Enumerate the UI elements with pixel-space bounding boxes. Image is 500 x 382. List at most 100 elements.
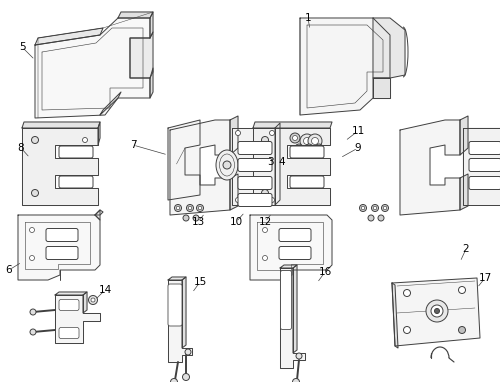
Text: 4: 4 xyxy=(278,157,285,167)
Circle shape xyxy=(196,204,203,212)
Polygon shape xyxy=(275,123,280,205)
Circle shape xyxy=(378,215,384,221)
Circle shape xyxy=(304,138,310,144)
Text: 17: 17 xyxy=(478,273,492,283)
Circle shape xyxy=(174,204,182,212)
Polygon shape xyxy=(392,283,398,348)
Polygon shape xyxy=(230,174,238,210)
FancyBboxPatch shape xyxy=(469,176,500,189)
Circle shape xyxy=(183,215,189,221)
Text: 11: 11 xyxy=(352,126,364,136)
Polygon shape xyxy=(18,215,100,280)
Circle shape xyxy=(270,197,274,202)
Text: 1: 1 xyxy=(304,13,312,23)
Polygon shape xyxy=(250,215,332,280)
Polygon shape xyxy=(460,116,468,155)
Polygon shape xyxy=(35,18,150,118)
Polygon shape xyxy=(253,128,330,205)
Circle shape xyxy=(186,204,194,212)
Polygon shape xyxy=(170,120,230,215)
FancyBboxPatch shape xyxy=(469,159,500,172)
FancyBboxPatch shape xyxy=(59,327,79,338)
Polygon shape xyxy=(300,18,390,115)
FancyBboxPatch shape xyxy=(238,141,272,154)
Circle shape xyxy=(193,215,199,221)
FancyBboxPatch shape xyxy=(59,146,93,158)
Polygon shape xyxy=(83,292,87,313)
Circle shape xyxy=(295,144,303,152)
Text: 3: 3 xyxy=(266,157,274,167)
Polygon shape xyxy=(400,120,460,215)
Circle shape xyxy=(458,327,466,333)
Polygon shape xyxy=(35,28,103,45)
Circle shape xyxy=(91,298,95,302)
Circle shape xyxy=(198,206,202,210)
FancyBboxPatch shape xyxy=(59,299,79,311)
Circle shape xyxy=(30,329,36,335)
FancyBboxPatch shape xyxy=(168,284,182,326)
Polygon shape xyxy=(460,174,468,210)
Polygon shape xyxy=(22,122,100,128)
Polygon shape xyxy=(150,12,153,38)
FancyBboxPatch shape xyxy=(279,246,311,259)
Polygon shape xyxy=(150,68,153,98)
Circle shape xyxy=(431,305,443,317)
Polygon shape xyxy=(293,265,297,353)
Text: 2: 2 xyxy=(462,244,469,254)
Polygon shape xyxy=(168,277,186,280)
Polygon shape xyxy=(232,128,275,205)
FancyBboxPatch shape xyxy=(290,146,324,158)
Circle shape xyxy=(32,136,38,144)
Circle shape xyxy=(236,197,240,202)
Text: 12: 12 xyxy=(258,217,272,227)
Text: 16: 16 xyxy=(318,267,332,277)
Circle shape xyxy=(30,228,35,233)
Circle shape xyxy=(382,204,388,212)
FancyBboxPatch shape xyxy=(469,141,500,154)
Polygon shape xyxy=(463,128,500,205)
FancyBboxPatch shape xyxy=(238,159,272,172)
Circle shape xyxy=(223,161,231,169)
Circle shape xyxy=(30,309,36,315)
Circle shape xyxy=(368,215,374,221)
Polygon shape xyxy=(230,116,238,155)
Circle shape xyxy=(305,144,313,152)
Circle shape xyxy=(292,379,300,382)
FancyBboxPatch shape xyxy=(280,270,291,330)
Circle shape xyxy=(262,256,268,261)
Text: 7: 7 xyxy=(130,140,136,150)
Circle shape xyxy=(426,300,448,322)
Text: 8: 8 xyxy=(18,143,24,153)
Circle shape xyxy=(188,206,192,210)
FancyBboxPatch shape xyxy=(46,228,78,241)
Polygon shape xyxy=(373,18,405,78)
Polygon shape xyxy=(95,210,100,220)
Circle shape xyxy=(185,349,191,355)
Circle shape xyxy=(88,296,98,304)
Circle shape xyxy=(262,189,268,196)
FancyBboxPatch shape xyxy=(238,194,272,207)
Ellipse shape xyxy=(216,150,238,180)
Circle shape xyxy=(372,204,378,212)
Text: 14: 14 xyxy=(98,285,112,295)
Circle shape xyxy=(262,136,268,144)
Polygon shape xyxy=(55,292,87,295)
Polygon shape xyxy=(118,12,153,18)
Circle shape xyxy=(82,138,87,142)
Circle shape xyxy=(300,134,314,148)
Text: 10: 10 xyxy=(230,217,242,227)
Polygon shape xyxy=(55,295,100,343)
Text: 15: 15 xyxy=(194,277,206,287)
Circle shape xyxy=(404,327,410,333)
Polygon shape xyxy=(168,280,192,362)
Polygon shape xyxy=(100,92,121,115)
FancyBboxPatch shape xyxy=(46,246,78,259)
Text: 5: 5 xyxy=(18,42,26,52)
Polygon shape xyxy=(95,210,103,215)
Polygon shape xyxy=(182,277,186,348)
Circle shape xyxy=(296,353,302,359)
Circle shape xyxy=(308,134,322,148)
Circle shape xyxy=(182,374,190,380)
Text: 13: 13 xyxy=(192,217,204,227)
Circle shape xyxy=(292,136,298,141)
